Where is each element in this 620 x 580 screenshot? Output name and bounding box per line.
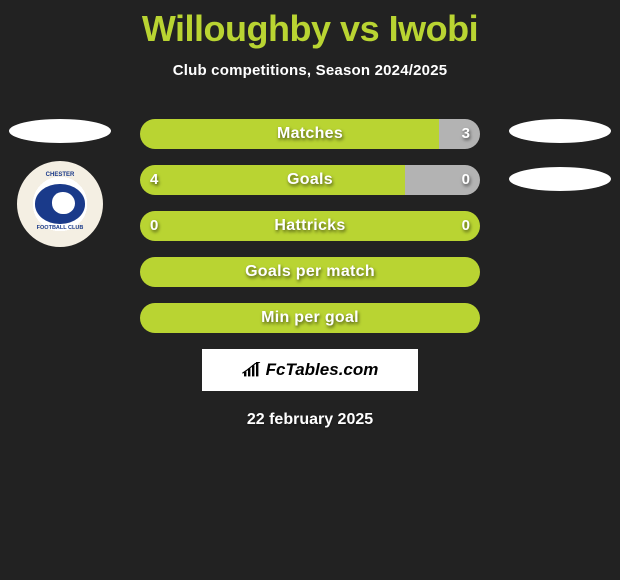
stat-bar-right-value: 0 (452, 211, 480, 241)
club-crest: CHESTER FOOTBALL CLUB (17, 161, 103, 247)
crest-top-text: CHESTER (27, 169, 93, 183)
stat-bar-label: Matches (140, 119, 480, 149)
player1-name: Willoughby (142, 8, 331, 49)
right-logo-column (500, 119, 620, 209)
stat-bar-right-value: 3 (452, 119, 480, 149)
date-text: 22 february 2025 (0, 411, 620, 429)
brand-box[interactable]: FcTables.com (202, 349, 418, 391)
stat-bar-left-value: 0 (140, 211, 168, 241)
stat-bar-row: Matches3 (140, 119, 480, 149)
vs-text: vs (340, 8, 379, 49)
subtitle: Club competitions, Season 2024/2025 (0, 62, 620, 79)
stat-bar-label: Min per goal (140, 303, 480, 333)
brand-text: FcTables.com (242, 360, 379, 380)
stat-bars: Matches3Goals40Hattricks00Goals per matc… (140, 119, 480, 333)
stat-bar-label: Goals per match (140, 257, 480, 287)
stat-bar-label: Hattricks (140, 211, 480, 241)
stat-bar-right-value: 0 (452, 165, 480, 195)
player2-oval-placeholder (509, 119, 611, 143)
stat-bar-row: Min per goal (140, 303, 480, 333)
comparison-title: Willoughby vs Iwobi (0, 0, 620, 50)
brand-chart-icon (242, 362, 262, 378)
left-logo-column: CHESTER FOOTBALL CLUB (0, 119, 120, 247)
stat-bar-left-value: 4 (140, 165, 168, 195)
stat-bar-label: Goals (140, 165, 480, 195)
brand-label: FcTables.com (266, 360, 379, 380)
player1-oval-placeholder (9, 119, 111, 143)
club2-oval-placeholder (509, 167, 611, 191)
player2-name: Iwobi (389, 8, 479, 49)
crest-bottom-text: FOOTBALL CLUB (34, 225, 87, 239)
stat-bar-row: Goals4 0 (140, 165, 480, 195)
crest-emblem (35, 184, 84, 223)
content: CHESTER FOOTBALL CLUB Matches3Goals40Hat… (0, 119, 620, 429)
stat-bar-row: Goals per match (140, 257, 480, 287)
stat-bar-row: Hattricks0 0 (140, 211, 480, 241)
